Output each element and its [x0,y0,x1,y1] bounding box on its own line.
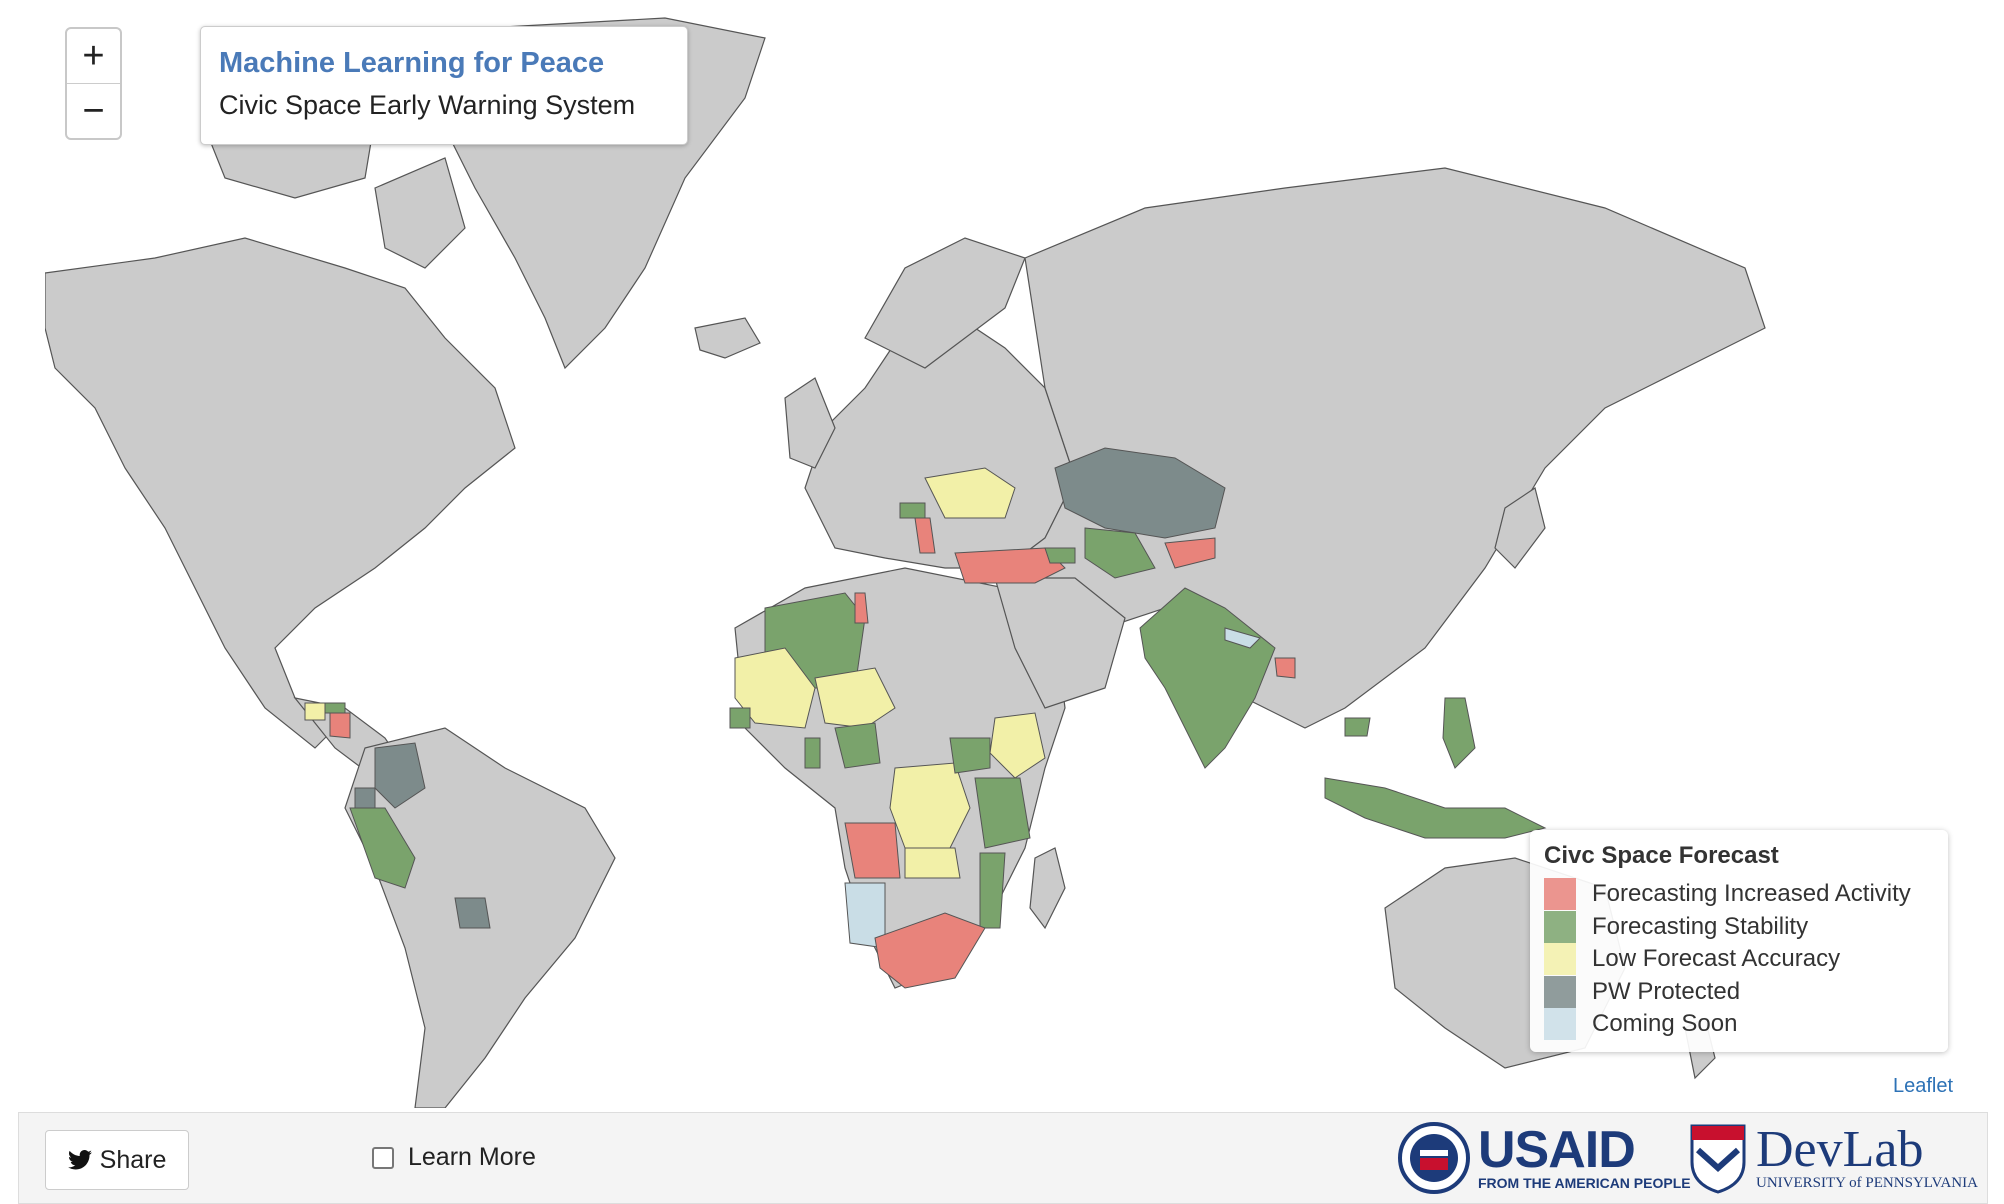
tanzania[interactable] [974,777,1031,849]
nicaragua[interactable] [329,712,351,739]
scandinavia[interactable] [864,237,1026,369]
kyrgyzstan[interactable] [1164,537,1216,569]
zoom-in-button[interactable]: + [67,29,120,84]
nigeria[interactable] [834,722,881,769]
tunisia[interactable] [854,592,869,624]
ethiopia[interactable] [989,712,1046,779]
legend-swatch-low-accuracy [1544,943,1576,976]
leaflet-attribution-link[interactable]: Leaflet [1893,1075,1954,1097]
ghana[interactable] [804,737,821,769]
usaid-logo: USAID FROM THE AMERICAN PEOPLE [1398,1122,1691,1194]
honduras[interactable] [324,702,346,714]
legend-swatch-protected [1544,975,1576,1008]
ukraine[interactable] [924,467,1016,519]
niger[interactable] [814,667,896,729]
zoom-out-button[interactable]: − [82,89,105,132]
senegal[interactable] [729,707,751,729]
indonesia[interactable] [1324,777,1547,839]
learn-more-label: Learn More [408,1143,536,1171]
legend-label: Coming Soon [1592,1010,1738,1038]
angola[interactable] [844,822,901,879]
share-label: Share [99,1145,167,1174]
ecuador[interactable] [354,787,376,809]
madagascar[interactable] [1029,847,1066,930]
philippines[interactable] [1442,697,1476,769]
devlab-logo: DevLab UNIVERSITY of PENNSYLVANIA [1688,1122,1978,1194]
legend-swatch-increased [1544,878,1576,911]
guatemala[interactable] [304,702,326,721]
share-button[interactable]: Share [45,1130,189,1190]
legend-item: Forecasting Stability [1544,910,1934,944]
kazakhstan[interactable] [1054,447,1226,539]
learn-more-toggle[interactable]: Learn More [372,1143,536,1172]
zoom-control: + − [65,27,122,140]
app-title[interactable]: Machine Learning for Peace [219,47,605,79]
bangladesh[interactable] [1274,657,1296,679]
title-panel: Machine Learning for Peace Civic Space E… [200,26,688,145]
usaid-tagline: FROM THE AMERICAN PEOPLE [1478,1175,1691,1191]
arabia[interactable] [994,577,1126,709]
mozambique[interactable] [979,852,1006,929]
app-subtitle: Civic Space Early Warning System [219,90,636,120]
nepal[interactable] [1224,627,1261,649]
iceland[interactable] [694,317,761,359]
japan[interactable] [1494,487,1546,569]
cambodia[interactable] [1344,717,1371,737]
usaid-wordmark: USAID [1478,1121,1636,1179]
baffin-island[interactable] [374,157,466,269]
georgia[interactable] [1044,547,1076,564]
legend-label: PW Protected [1592,977,1741,1005]
usaid-seal-icon [1398,1122,1470,1194]
legend-item: PW Protected [1544,975,1934,1009]
learn-more-checkbox[interactable] [372,1146,394,1169]
legend-label: Forecasting Stability [1592,912,1809,940]
legend-swatch-coming-soon [1544,1008,1576,1041]
hungary[interactable] [899,502,926,519]
legend-item: Coming Soon [1544,1008,1934,1041]
uzbekistan[interactable] [1084,527,1156,579]
turkey[interactable] [954,547,1066,584]
legend-label: Forecasting Increased Activity [1592,880,1911,908]
legend-title: Civc Space Forecast [1544,842,1779,869]
south-africa[interactable] [874,912,986,989]
mali[interactable] [734,647,816,729]
legend-swatch-stability [1544,910,1576,943]
uganda[interactable] [949,737,991,774]
twitter-icon [67,1150,92,1170]
zambia[interactable] [904,847,961,879]
north-america[interactable] [45,237,516,749]
paraguay[interactable] [454,897,491,929]
penn-shield-icon [1690,1124,1746,1194]
asia[interactable] [1004,167,1766,729]
colombia[interactable] [374,742,426,809]
devlab-wordmark: DevLab [1756,1120,1924,1178]
legend-item: Low Forecast Accuracy [1544,943,1934,976]
devlab-tagline: UNIVERSITY of PENNSYLVANIA [1756,1174,1978,1191]
legend: Civc Space Forecast Forecasting Increase… [1530,830,1948,1052]
peru[interactable] [349,807,416,889]
legend-item: Forecasting Increased Activity [1544,878,1934,911]
legend-label: Low Forecast Accuracy [1592,945,1841,973]
uk[interactable] [784,377,836,469]
